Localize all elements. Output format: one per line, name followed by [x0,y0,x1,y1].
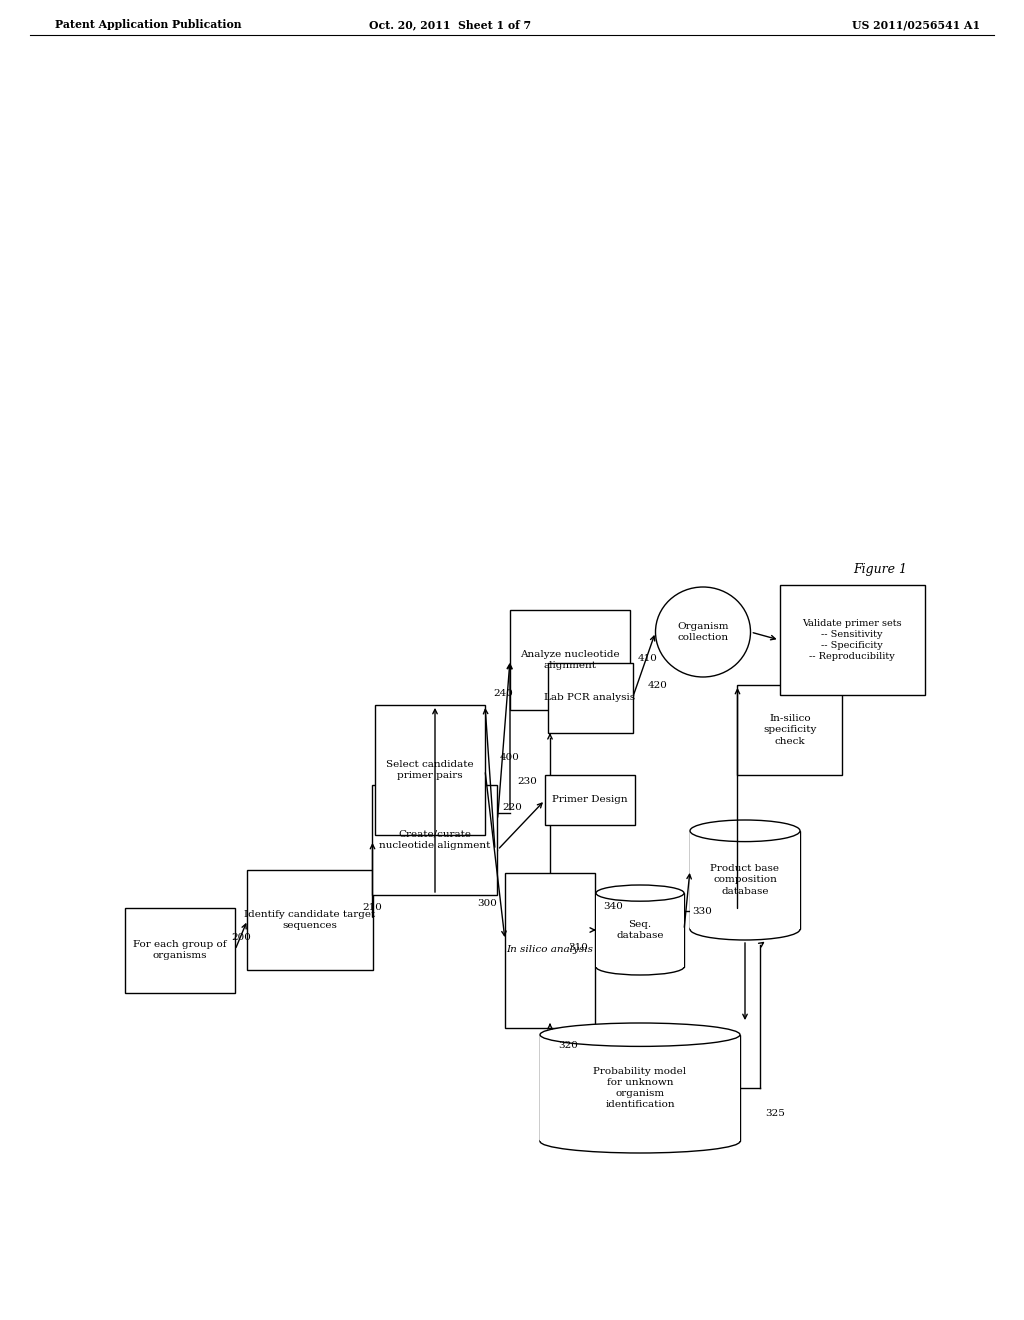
Text: Oct. 20, 2011  Sheet 1 of 7: Oct. 20, 2011 Sheet 1 of 7 [369,20,531,30]
Bar [248,870,373,970]
Ellipse shape [690,919,800,940]
Text: Organism
collection: Organism collection [677,622,729,642]
Ellipse shape [690,820,800,842]
Text: 400: 400 [500,754,520,763]
Bar [737,685,843,775]
Bar [510,610,630,710]
Bar [545,775,635,825]
Text: 230: 230 [517,777,537,787]
Text: Select candidate
primer pairs: Select candidate primer pairs [386,760,474,780]
Text: Seq.
database: Seq. database [616,920,664,940]
Text: 340: 340 [603,902,623,911]
Ellipse shape [655,587,751,677]
Text: Primer Design: Primer Design [552,796,628,804]
Bar [540,1035,740,1142]
Text: 325: 325 [765,1109,784,1118]
Text: Create/curate
nucleotide alignment: Create/curate nucleotide alignment [379,830,490,850]
Text: Product base
composition
database: Product base composition database [711,865,779,895]
Text: Figure 1: Figure 1 [853,564,907,577]
Text: 200: 200 [231,933,251,942]
Bar [125,908,234,993]
Ellipse shape [596,958,684,975]
Text: 420: 420 [647,681,668,690]
Text: 210: 210 [362,903,382,912]
Bar [779,585,925,696]
Ellipse shape [540,1023,740,1047]
Text: 320: 320 [558,1041,578,1049]
Text: Probability model
for unknown
organism
identification: Probability model for unknown organism i… [594,1067,686,1109]
Text: Validate primer sets
-- Sensitivity
-- Specificity
-- Reproducibility: Validate primer sets -- Sensitivity -- S… [802,619,902,661]
Text: 300: 300 [477,899,497,908]
Text: 410: 410 [638,653,657,663]
Text: Analyze nucleotide
alignment: Analyze nucleotide alignment [520,649,620,671]
Text: US 2011/0256541 A1: US 2011/0256541 A1 [852,20,980,30]
Bar [540,1035,740,1142]
Text: 330: 330 [692,908,712,916]
Bar [690,830,800,929]
Bar [375,705,485,836]
Text: Identify candidate target
sequences: Identify candidate target sequences [245,909,376,931]
Text: Lab PCR analysis: Lab PCR analysis [545,693,636,702]
Ellipse shape [540,1130,740,1152]
Bar [505,873,595,1027]
Text: 220: 220 [503,804,522,813]
Bar [690,830,800,929]
Text: In silico analysis: In silico analysis [507,945,594,954]
Bar [548,663,633,733]
Bar [596,894,684,966]
Text: 240: 240 [493,689,513,697]
Text: 310: 310 [568,944,588,953]
Text: In-silico
specificity
check: In-silico specificity check [763,714,817,746]
Text: For each group of
organisms: For each group of organisms [133,940,226,960]
Bar [596,894,684,966]
Ellipse shape [596,884,684,902]
Text: Patent Application Publication: Patent Application Publication [55,20,242,30]
Bar [373,785,498,895]
